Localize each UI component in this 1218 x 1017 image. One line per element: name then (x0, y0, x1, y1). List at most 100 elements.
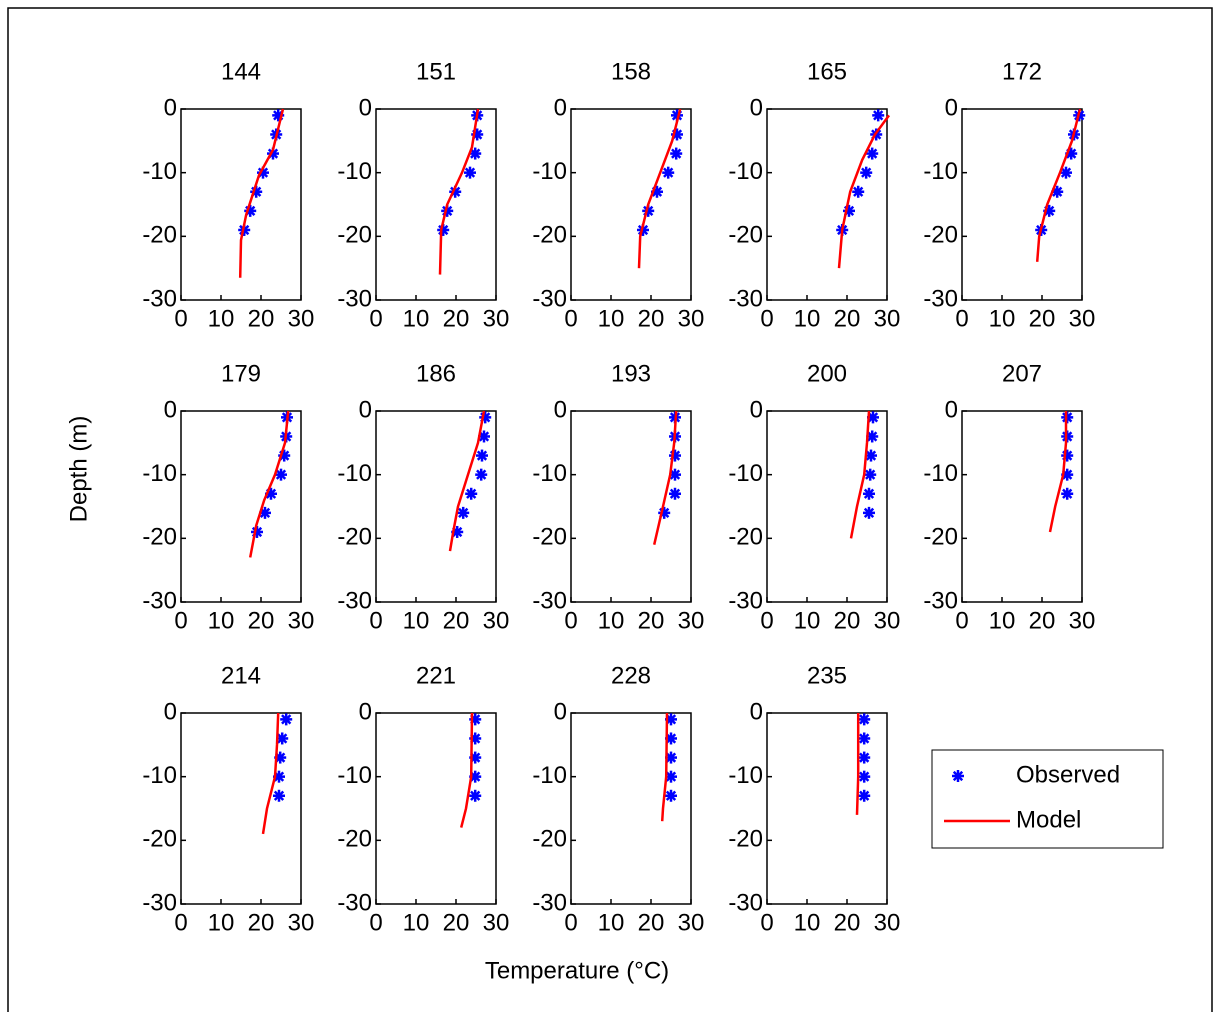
marker (280, 713, 293, 726)
x-tick-label: 0 (174, 607, 187, 634)
y-tick-label: -20 (532, 524, 567, 551)
marker (863, 487, 875, 500)
model-line (438, 108, 480, 275)
plot-frame (375, 712, 497, 905)
marker-stroke (665, 790, 677, 801)
y-tick-label: -20 (337, 826, 372, 853)
y-tick-label: -30 (337, 587, 372, 614)
y-tick-label: -20 (142, 524, 177, 551)
marker-stroke (265, 488, 277, 499)
legend-label: Observed (1016, 761, 1120, 788)
marker-stroke (665, 733, 677, 744)
x-tick-label: 20 (1029, 607, 1056, 634)
marker-stroke (665, 714, 677, 725)
x-tick-label: 20 (834, 607, 861, 634)
y-tick-label: -30 (532, 587, 567, 614)
x-tick-label: 20 (834, 305, 861, 332)
x-tick-label: 0 (564, 909, 577, 936)
y-tick-label: 0 (554, 698, 567, 725)
y-tick-label: -30 (142, 587, 177, 614)
model-line (837, 114, 891, 269)
x-tick-label: 10 (208, 305, 235, 332)
marker-stroke (259, 507, 271, 518)
x-tick-label: 30 (874, 305, 901, 332)
x-tick-label: 30 (288, 909, 315, 936)
marker-stroke (663, 167, 674, 178)
x-tick-label: 10 (403, 305, 430, 332)
marker (464, 166, 476, 179)
y-tick-label: 0 (750, 396, 763, 423)
marker (476, 449, 488, 462)
x-tick-label: 30 (678, 607, 705, 634)
y-tick-label: -10 (337, 158, 372, 185)
marker-stroke (452, 526, 463, 538)
marker (872, 109, 885, 122)
y-tick-label: 0 (164, 698, 177, 725)
plot-frame (180, 410, 302, 603)
subplot-title: 179 (221, 360, 261, 387)
x-tick-label: 10 (989, 607, 1016, 634)
marker-stroke (863, 488, 875, 499)
marker (669, 468, 681, 481)
marker-stroke (277, 733, 288, 744)
x-tick-label: 20 (1029, 305, 1056, 332)
x-tick-label: 20 (638, 305, 665, 332)
marker (858, 751, 871, 764)
marker-stroke (1052, 186, 1063, 197)
marker-stroke (476, 450, 488, 461)
x-tick-label: 10 (794, 607, 821, 634)
y-tick-label: -30 (728, 285, 763, 312)
subplot-title: 228 (611, 662, 651, 689)
x-tick-label: 0 (760, 607, 773, 634)
marker-stroke (861, 167, 872, 178)
x-tick-label: 0 (369, 909, 382, 936)
y-tick-label: -30 (728, 587, 763, 614)
y-tick-label: -30 (728, 889, 763, 916)
plot-frame (766, 410, 888, 603)
y-tick-label: -30 (337, 889, 372, 916)
marker-stroke (1044, 205, 1055, 216)
subplot-title: 221 (416, 662, 456, 689)
plot-frame (570, 108, 692, 301)
x-tick-label: 20 (638, 909, 665, 936)
y-tick-label: -20 (728, 826, 763, 853)
x-tick-label: 10 (794, 909, 821, 936)
plot-frame (375, 108, 497, 301)
marker-stroke (478, 431, 490, 442)
marker-stroke (865, 469, 876, 480)
legend-marker (952, 770, 964, 782)
marker-stroke (669, 469, 681, 480)
marker-stroke (665, 752, 677, 763)
plot-frame (961, 108, 1083, 301)
x-tick-label: 30 (1069, 607, 1096, 634)
x-tick-label: 20 (443, 305, 470, 332)
x-tick-label: 20 (248, 909, 275, 936)
marker (475, 468, 488, 481)
marker-stroke (458, 507, 469, 518)
plot-frame (180, 108, 302, 301)
y-tick-label: -30 (532, 285, 567, 312)
marker (469, 789, 482, 802)
marker-stroke (665, 771, 677, 782)
y-tick-label: 0 (750, 698, 763, 725)
x-tick-label: 30 (874, 909, 901, 936)
model-line (248, 410, 290, 558)
x-tick-label: 20 (443, 607, 470, 634)
plot-frame (375, 410, 497, 603)
y-tick-label: -10 (923, 460, 958, 487)
model-line (637, 108, 682, 269)
marker-stroke (865, 450, 877, 461)
marker-stroke (470, 790, 481, 801)
plot-frame (766, 108, 888, 301)
marker (662, 166, 675, 179)
x-tick-label: 30 (288, 305, 315, 332)
x-tick-label: 0 (564, 305, 577, 332)
x-tick-label: 0 (955, 305, 968, 332)
marker-stroke (476, 469, 487, 480)
marker-stroke (863, 507, 875, 518)
y-tick-label: -20 (923, 222, 958, 249)
y-tick-label: -10 (142, 762, 177, 789)
y-tick-label: -10 (337, 762, 372, 789)
y-tick-label: -10 (532, 762, 567, 789)
model-line (849, 410, 871, 539)
